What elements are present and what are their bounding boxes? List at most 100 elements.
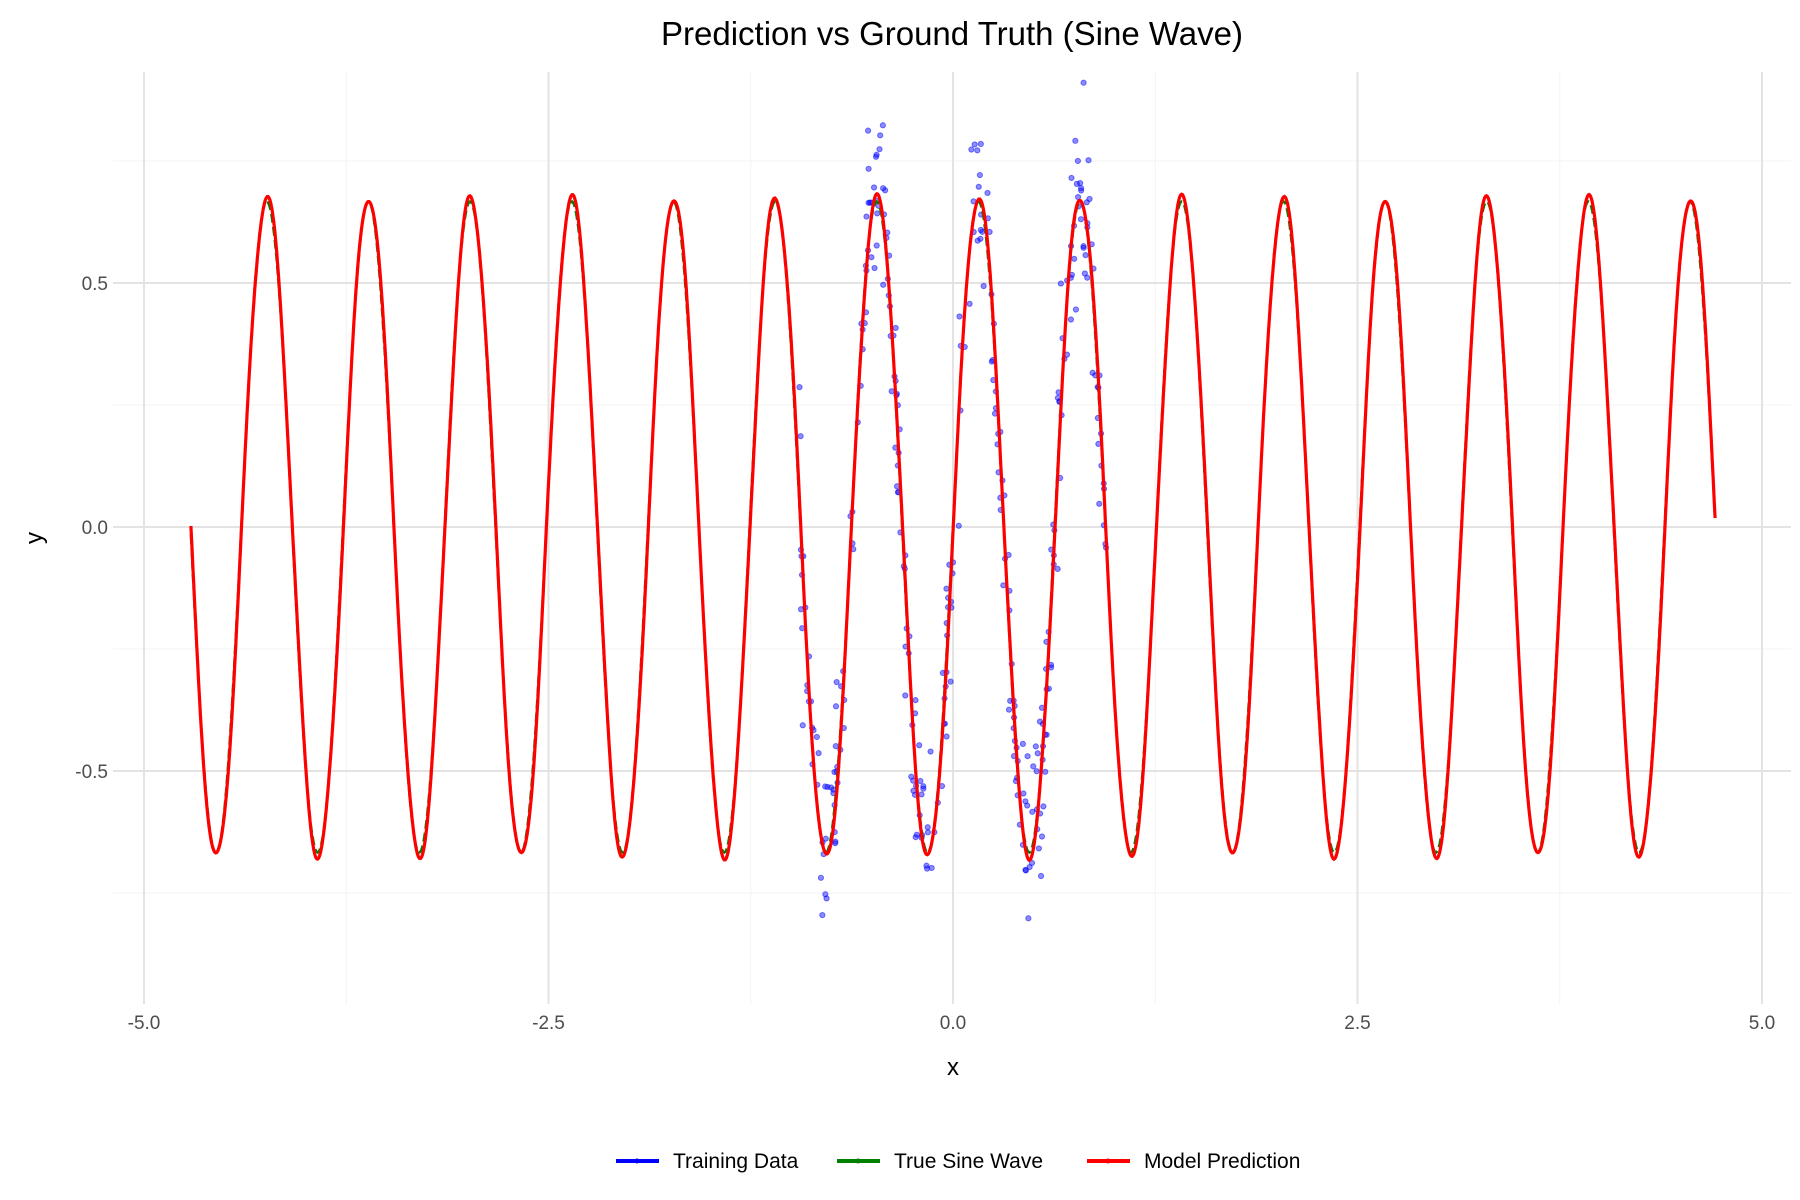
- training-data-point: [880, 281, 887, 288]
- training-data-point: [863, 213, 870, 220]
- x-tick-label: -2.5: [532, 1013, 565, 1034]
- training-data-point: [1024, 753, 1031, 760]
- training-data-point: [974, 147, 981, 154]
- training-data-point: [947, 678, 954, 685]
- training-data-point: [943, 733, 950, 740]
- training-data-point: [977, 140, 984, 148]
- training-data-point: [833, 678, 840, 686]
- training-data-point: [1038, 833, 1046, 840]
- training-data-point: [1026, 863, 1033, 871]
- training-data-point: [1033, 768, 1040, 775]
- model-prediction-line: [189, 191, 1717, 863]
- y-axis-ticks: -0.5 0.0 0.5: [75, 274, 108, 783]
- training-data-point: [988, 358, 995, 365]
- training-data-point: [813, 733, 820, 741]
- x-tick-label: 0.0: [940, 1013, 966, 1034]
- training-data-point: [968, 146, 975, 153]
- training-data-point: [822, 783, 829, 790]
- training-data-point: [980, 282, 987, 290]
- training-data-point: [1054, 565, 1061, 572]
- x-tick-label: 2.5: [1344, 1013, 1370, 1034]
- training-data-point: [873, 151, 880, 158]
- training-data-point: [865, 127, 872, 134]
- training-data-point: [817, 874, 825, 881]
- training-data-point: [888, 388, 895, 395]
- training-data-point: [1072, 137, 1079, 144]
- legend-swatch-dot: [855, 1158, 861, 1164]
- x-axis-ticks: -5.0 -2.5 0.0 2.5 5.0: [128, 1013, 1776, 1034]
- x-axis-label: x: [947, 1054, 959, 1081]
- training-data-point: [1037, 872, 1045, 880]
- training-data-point: [822, 891, 829, 898]
- training-data-point: [892, 324, 899, 332]
- y-tick-label: 0.0: [82, 518, 108, 539]
- training-data-point: [868, 254, 875, 261]
- training-data-point: [796, 384, 803, 391]
- training-data-point: [877, 132, 884, 139]
- training-data-point: [1080, 243, 1087, 250]
- training-data-point: [923, 865, 931, 872]
- training-data-point: [943, 585, 950, 592]
- training-data-point: [917, 777, 924, 785]
- training-data-point: [955, 522, 962, 529]
- training-data-point: [1042, 768, 1049, 775]
- training-data-point: [819, 912, 826, 919]
- training-data-point: [1071, 255, 1078, 262]
- training-data-point: [871, 264, 878, 272]
- training-data-point: [865, 165, 872, 172]
- training-data-point: [799, 722, 806, 729]
- training-data-point: [910, 787, 917, 794]
- training-data-point: [815, 750, 822, 757]
- training-data-point: [832, 743, 839, 750]
- training-data-point: [1035, 845, 1042, 852]
- training-data-point: [975, 183, 982, 190]
- training-data-point: [928, 864, 935, 872]
- legend-label: True Sine Wave: [894, 1150, 1043, 1173]
- training-data-point: [1040, 803, 1047, 810]
- training-data-point: [976, 171, 983, 179]
- training-data-point: [920, 785, 927, 792]
- training-data-point: [1083, 199, 1090, 206]
- legend-swatch-dot: [634, 1158, 640, 1164]
- training-data-point: [1057, 280, 1064, 287]
- training-data-point: [1077, 185, 1085, 192]
- legend-item-true-sine-wave: True Sine Wave: [837, 1150, 1043, 1173]
- training-data-point: [1096, 500, 1103, 507]
- training-data-point: [927, 748, 934, 755]
- y-tick-label: 0.5: [82, 274, 108, 295]
- training-data-point: [1005, 706, 1013, 713]
- training-data-point: [908, 773, 915, 780]
- x-tick-label: 5.0: [1749, 1013, 1775, 1034]
- x-tick-label: -5.0: [128, 1013, 161, 1034]
- plot-marks: [189, 79, 1717, 922]
- training-data-point: [1077, 179, 1084, 187]
- training-data-point: [797, 433, 804, 440]
- training-data-point: [832, 703, 840, 710]
- training-data-point: [1077, 216, 1085, 223]
- training-data-point: [873, 242, 880, 249]
- training-data-point: [1084, 274, 1091, 281]
- legend-item-training-data: Training Data: [616, 1150, 799, 1173]
- training-data-point: [902, 692, 909, 699]
- training-data-point: [1022, 798, 1029, 805]
- training-data-point: [822, 835, 829, 842]
- training-data-point: [924, 829, 932, 836]
- training-data-point: [874, 210, 881, 217]
- training-data-point: [1000, 582, 1007, 589]
- training-data-point: [956, 313, 963, 320]
- training-data-point: [1036, 718, 1044, 725]
- y-tick-label: -0.5: [75, 762, 108, 783]
- legend-label: Training Data: [673, 1150, 799, 1173]
- training-data-point: [880, 185, 887, 192]
- grid: [113, 72, 1791, 1004]
- training-data-point: [918, 791, 925, 798]
- legend-swatch-dot: [1105, 1158, 1111, 1164]
- training-data-point: [879, 122, 886, 129]
- training-data-point: [1030, 763, 1037, 770]
- chart-title: Prediction vs Ground Truth (Sine Wave): [661, 15, 1243, 52]
- training-data-point: [1019, 740, 1026, 747]
- training-data-point: [1022, 866, 1029, 874]
- training-data-point: [966, 300, 973, 307]
- training-data-point: [1068, 174, 1075, 182]
